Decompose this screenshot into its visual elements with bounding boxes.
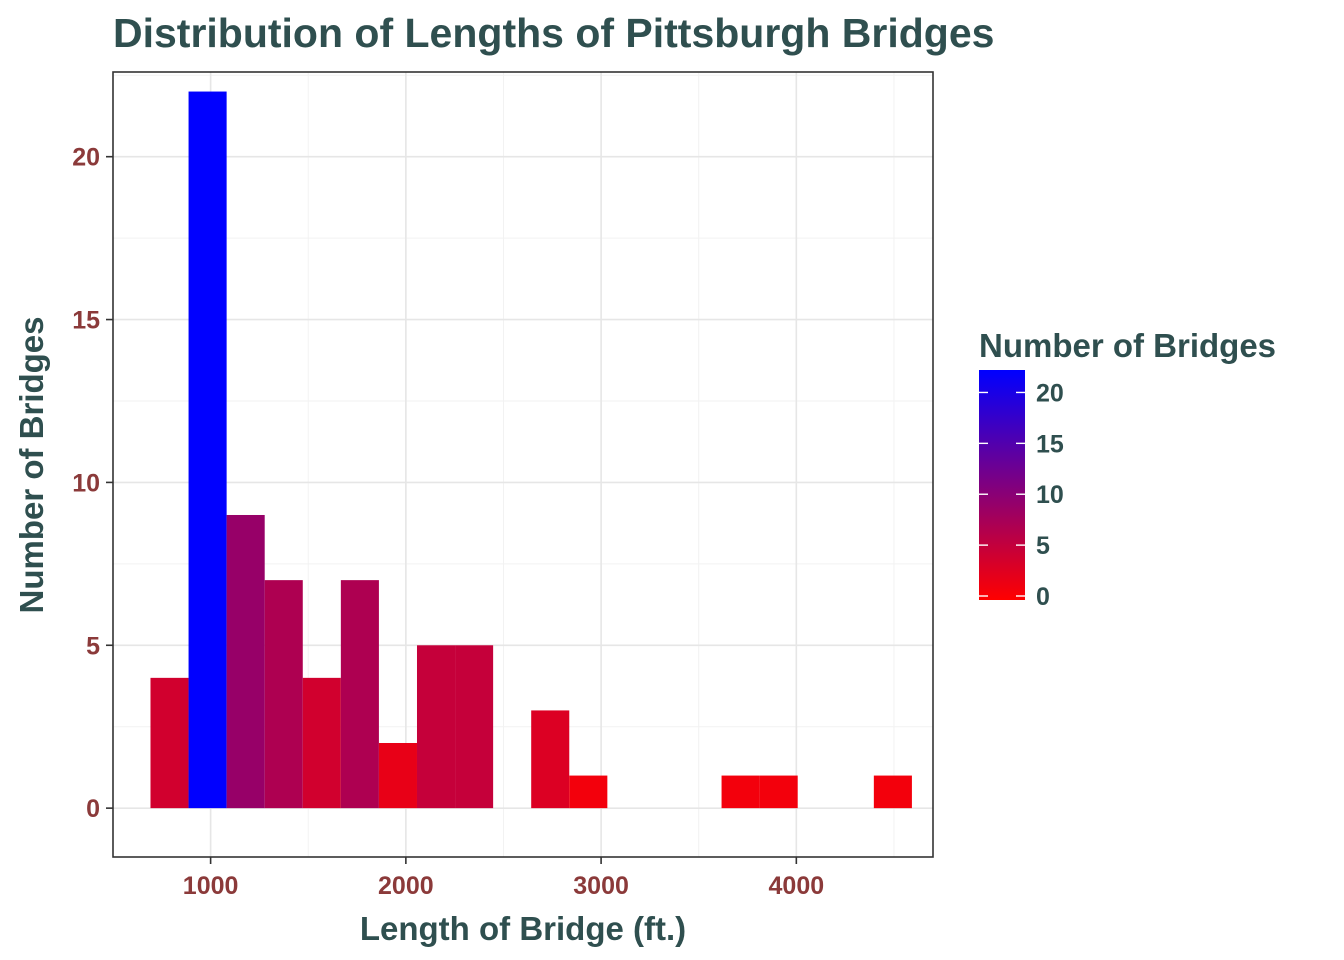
histogram-bar bbox=[226, 514, 265, 809]
x-axis-title: Length of Bridge (ft.) bbox=[360, 910, 686, 947]
histogram-bar bbox=[150, 677, 189, 809]
plot-panel-border bbox=[112, 71, 934, 858]
color-legend: Number of Bridges 0 5 10 15 20 bbox=[979, 327, 1276, 611]
legend-label: 15 bbox=[1036, 430, 1064, 458]
x-tick-label: 4000 bbox=[769, 872, 825, 900]
histogram-bar bbox=[378, 742, 417, 809]
histogram-bar bbox=[455, 645, 494, 809]
y-tick-label: 5 bbox=[86, 632, 100, 660]
y-tick-label: 10 bbox=[72, 469, 100, 497]
histogram-bar bbox=[188, 91, 227, 809]
histogram-bar bbox=[264, 580, 303, 809]
legend-label: 0 bbox=[1036, 583, 1050, 611]
legend-colorbar bbox=[979, 370, 1025, 600]
y-axis-title: Number of Bridges bbox=[13, 316, 50, 613]
legend-ticks: 0 5 10 15 20 bbox=[979, 379, 1064, 611]
x-tick-label: 1000 bbox=[183, 872, 239, 900]
legend-title: Number of Bridges bbox=[979, 327, 1276, 364]
histogram-bar bbox=[873, 775, 912, 809]
y-axis: 0 5 10 15 20 bbox=[72, 144, 113, 823]
y-tick-label: 15 bbox=[72, 307, 100, 335]
histogram-bar bbox=[531, 710, 570, 809]
x-tick-label: 3000 bbox=[573, 872, 629, 900]
histogram-bars bbox=[150, 91, 912, 809]
y-tick-label: 0 bbox=[86, 795, 100, 823]
histogram-bar bbox=[569, 775, 608, 809]
histogram-bar bbox=[340, 580, 379, 809]
histogram-bar bbox=[721, 775, 760, 809]
chart-title: Distribution of Lengths of Pittsburgh Br… bbox=[113, 10, 994, 56]
legend-label: 5 bbox=[1036, 532, 1050, 560]
histogram-bar bbox=[759, 775, 798, 809]
legend-label: 20 bbox=[1036, 379, 1064, 407]
legend-label: 10 bbox=[1036, 481, 1064, 509]
y-tick-label: 20 bbox=[72, 144, 100, 172]
histogram-bar bbox=[416, 645, 456, 809]
x-axis: 1000 2000 3000 4000 bbox=[183, 857, 824, 900]
histogram-bar bbox=[302, 677, 341, 809]
x-tick-label: 2000 bbox=[378, 872, 434, 900]
